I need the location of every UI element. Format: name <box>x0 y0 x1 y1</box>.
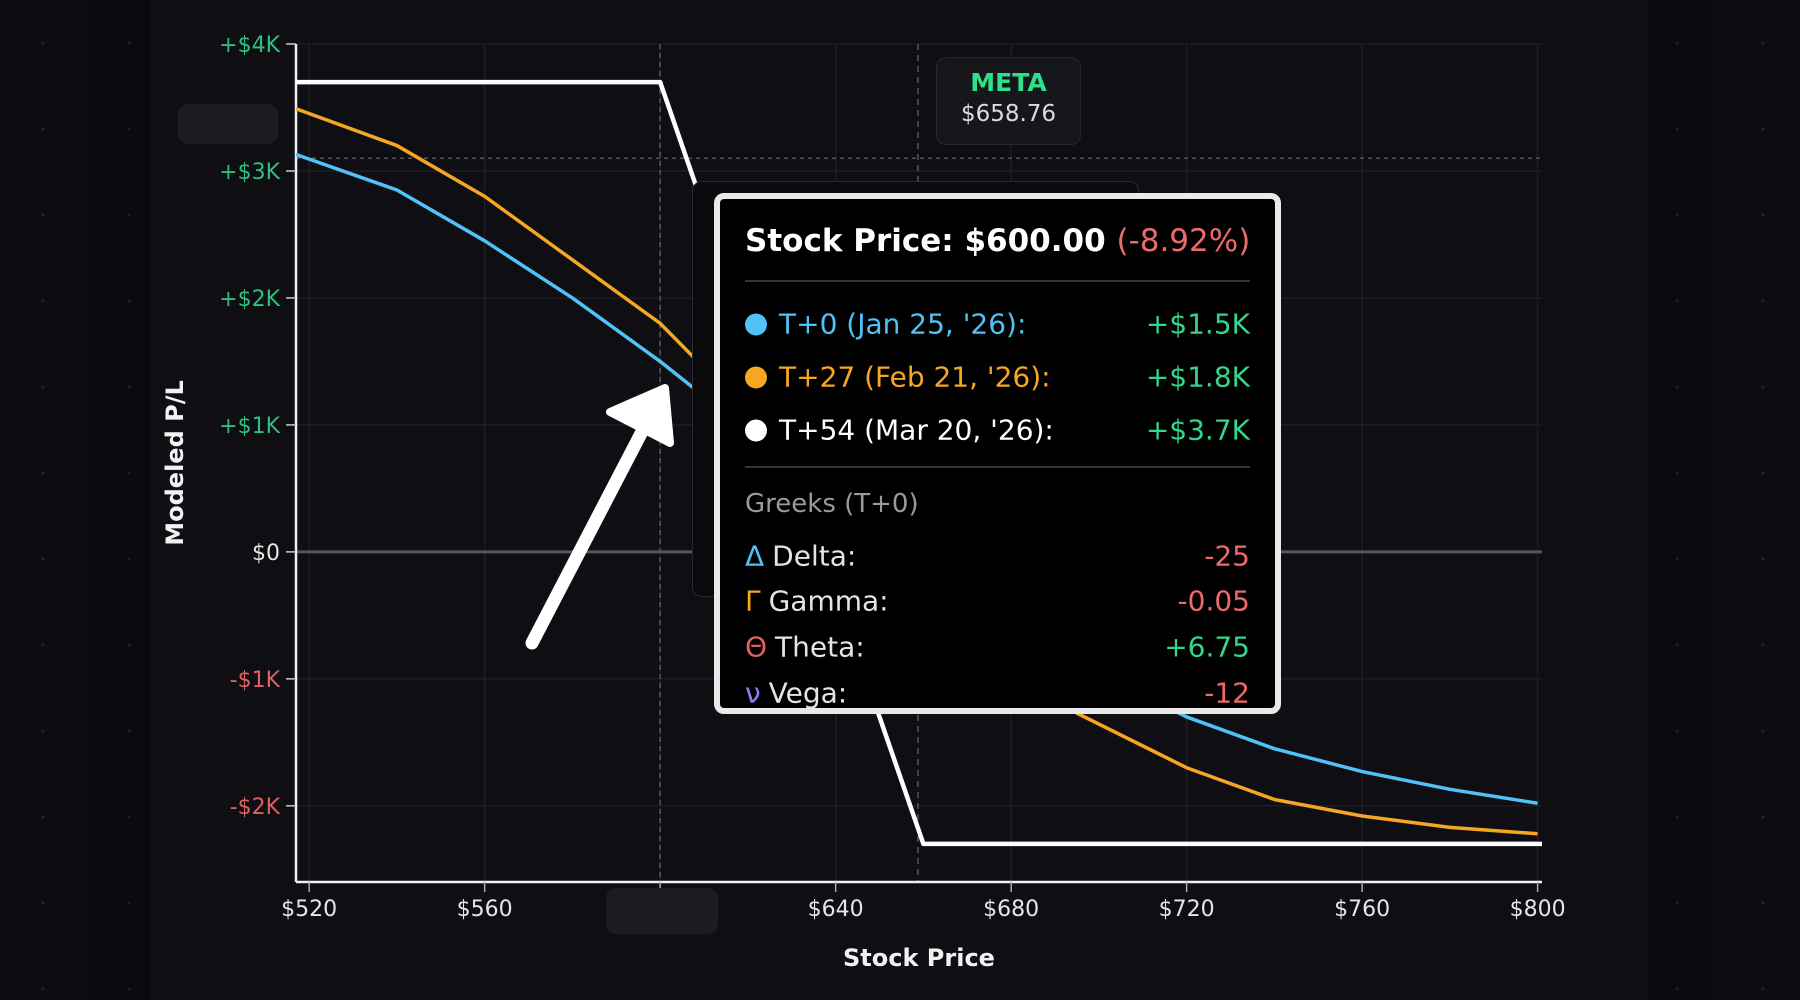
greek-label-wrap: ν Vega: <box>745 677 847 710</box>
series-label: T+27 (Feb 21, '26): <box>779 360 1051 394</box>
greek-symbol-icon: ν <box>745 676 761 710</box>
current-price: $658.76 <box>960 101 1057 127</box>
greek-symbol-icon: Δ <box>745 539 765 573</box>
x-axis-title: Stock Price <box>843 944 995 972</box>
x-tick-label: $680 <box>983 897 1039 922</box>
ticker-symbol: META <box>970 68 1047 97</box>
greeks-title: Greeks (T+0) <box>745 489 1250 519</box>
series-dot-icon <box>745 366 767 389</box>
greek-label: Gamma: <box>768 584 889 618</box>
y-tick-label: $0 <box>252 541 280 566</box>
x-tick-label: $720 <box>1159 897 1215 922</box>
greek-row-theta: Θ Theta: +6.75 <box>745 631 1250 664</box>
greek-symbol-icon: Θ <box>745 630 768 664</box>
x-tick-label: $560 <box>457 897 513 922</box>
greek-row-vega: ν Vega: -12 <box>745 677 1250 710</box>
series-dot-icon <box>745 313 767 336</box>
greek-label-wrap: Δ Delta: <box>745 540 856 573</box>
x-tick-label: $800 <box>1510 897 1566 922</box>
greek-label-wrap: Γ Gamma: <box>745 585 889 618</box>
greek-symbol-icon: Γ <box>745 584 761 618</box>
series-value: +$1.8K <box>1145 360 1250 394</box>
x-tick-label: $760 <box>1334 897 1390 922</box>
x-tick-label: $520 <box>281 897 337 922</box>
greek-row-delta: Δ Delta: -25 <box>745 540 1250 573</box>
greek-row-gamma: Γ Gamma: -0.05 <box>745 585 1250 618</box>
y-axis-title: Modeled P/L <box>161 380 189 546</box>
x-tick-label: $640 <box>808 897 864 922</box>
greek-label-wrap: Θ Theta: <box>745 631 865 664</box>
tooltip-series-row: T+54 (Mar 20, '26): +$3.7K <box>745 414 1250 447</box>
series-label-wrap: T+54 (Mar 20, '26): <box>745 414 1054 447</box>
greek-value: -0.05 <box>1177 584 1250 618</box>
series-label-wrap: T+27 (Feb 21, '26): <box>745 361 1051 394</box>
tooltip-series-row: T+27 (Feb 21, '26): +$1.8K <box>745 361 1250 394</box>
y-tick-label: +$3K <box>219 160 280 185</box>
greek-value: -12 <box>1204 676 1250 710</box>
greek-label: Theta: <box>775 630 865 664</box>
greek-label: Vega: <box>768 676 848 710</box>
divider <box>745 466 1250 468</box>
tooltip-series-row: T+0 (Jan 25, '26): +$1.5K <box>745 308 1250 341</box>
series-label: T+0 (Jan 25, '26): <box>779 307 1027 341</box>
series-value: +$3.7K <box>1145 413 1250 447</box>
y-tick-label: -$1K <box>230 668 281 693</box>
annotation-arrowhead-icon <box>606 384 674 447</box>
current-price-marker: META $658.76 <box>936 57 1081 145</box>
annotation-arrow-icon <box>525 413 655 650</box>
series-dot-icon <box>745 419 767 442</box>
greek-label: Delta: <box>772 539 857 573</box>
series-label: T+54 (Mar 20, '26): <box>779 413 1054 447</box>
series-label-wrap: T+0 (Jan 25, '26): <box>745 308 1026 341</box>
y-tick-label: -$2K <box>230 795 281 820</box>
crosshair-y-label-bg <box>178 104 278 144</box>
greek-value: -25 <box>1204 539 1250 573</box>
y-tick-label: +$1K <box>219 414 280 439</box>
tooltip-title: Stock Price: $600.00 (-8.92%) <box>745 223 1250 259</box>
tooltip-stock-price: Stock Price: $600.00 <box>745 223 1106 259</box>
greeks-title-text: Greeks (T+0) <box>745 489 919 519</box>
series-value: +$1.5K <box>1145 307 1250 341</box>
y-tick-label: +$2K <box>219 287 280 312</box>
crosshair-x-label-bg <box>606 888 718 934</box>
divider <box>745 280 1250 282</box>
hover-tooltip: Stock Price: $600.00 (-8.92%) T+0 (Jan 2… <box>714 193 1281 714</box>
tooltip-price-change: (-8.92%) <box>1116 223 1251 259</box>
greek-value: +6.75 <box>1164 630 1250 664</box>
y-tick-label: +$4K <box>219 33 280 58</box>
